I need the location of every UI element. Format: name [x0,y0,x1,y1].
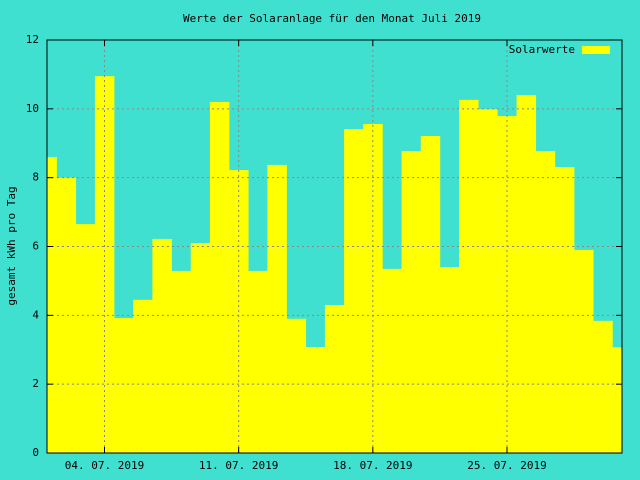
bar [420,136,441,453]
bar [248,270,268,453]
bar [324,305,345,453]
legend-swatch [582,46,610,54]
bar [574,249,594,453]
bars [47,76,622,453]
y-tick-label: 8 [32,171,39,184]
bar [554,166,575,453]
bar [344,129,364,453]
x-tick-label: 18. 07. 2019 [333,459,412,472]
plot-border [46,39,623,454]
bar [401,151,422,453]
bar [459,99,479,453]
bar [267,164,287,453]
bar [152,238,172,453]
bar [56,177,77,453]
x-tick-label: 04. 07. 2019 [65,459,144,472]
y-tick-label: 6 [32,240,39,253]
bar [133,299,153,453]
y-tick-label: 2 [32,377,39,390]
bar [47,157,57,453]
bar [209,101,230,453]
y-tick-label: 10 [26,102,39,115]
bar [363,123,383,453]
bar [94,76,115,453]
x-tick-label: 11. 07. 2019 [199,459,278,472]
bar [439,267,460,453]
y-tick-label: 12 [26,33,39,46]
bar [305,346,326,453]
bar [75,224,96,453]
bar [535,151,556,453]
bar [593,320,613,453]
bar [497,116,517,453]
legend-label: Solarwerte [509,43,575,56]
bar [114,318,134,453]
bar [516,95,537,453]
chart-title: Werte der Solaranlage für den Monat Juli… [183,12,481,25]
y-tick-label: 0 [32,446,39,459]
y-tick-label: 4 [32,308,39,321]
bar [612,347,622,453]
bar [478,109,498,453]
bar [171,270,192,453]
bar [190,243,211,453]
x-tick-label: 25. 07. 2019 [467,459,546,472]
bar [286,318,307,453]
bar [382,268,402,453]
y-axis-label: gesamt kWh pro Tag [5,186,18,305]
